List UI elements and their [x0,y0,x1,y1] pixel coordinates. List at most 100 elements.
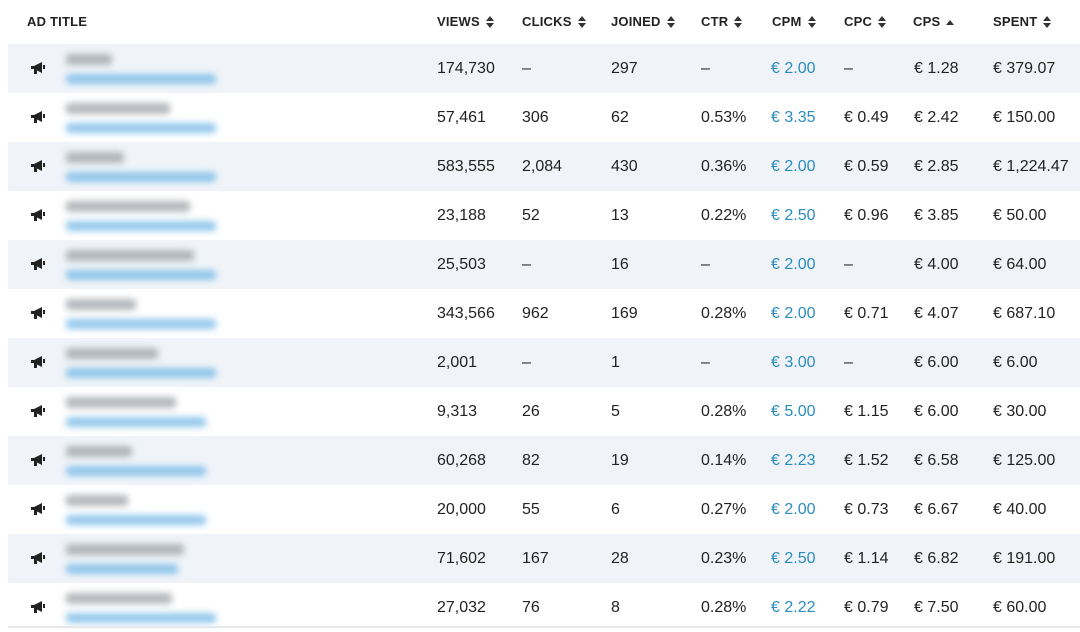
table-row[interactable]: 583,555 2,084 430 0.36% € 2.00 € 0.59 € 2.85 € … [8,142,1080,191]
cpc-cell: € 0.79 [844,599,889,616]
table-row[interactable]: 60,268 82 19 0.14% € 2.23 € 1.52 € 6.58 € 125.0… [8,436,1080,485]
sort-icon[interactable] [1043,15,1052,29]
table-row[interactable]: 57,461 306 62 0.53% € 3.35 € 0.49 € 2.42 € 150.… [8,93,1080,142]
cps-cell: € 6.67 [914,501,959,518]
clicks-cell: – [522,256,531,273]
ad-title-redacted[interactable] [58,194,250,238]
ad-title-redacted[interactable] [58,341,250,385]
cpc-cell: – [844,354,853,371]
table-row[interactable]: 23,188 52 13 0.22% € 2.50 € 0.96 € 3.85 € 50.00 [8,191,1080,240]
table-row[interactable]: 25,503 – 16 – € 2.00 – € 4.00 € 64.00 [8,240,1080,289]
ad-title-redacted[interactable] [58,243,250,287]
ad-title-blur [66,446,132,457]
ctr-cell: 0.28% [701,403,747,420]
sort-icon[interactable] [878,15,887,29]
megaphone-icon [31,552,45,564]
spent-cell: € 687.10 [993,305,1056,322]
views-cell: 27,032 [437,599,486,616]
joined-cell: 28 [611,550,629,567]
column-header-spent[interactable]: SPENT [993,0,1052,44]
ad-link-blur [66,417,206,427]
ad-title-redacted[interactable] [58,586,250,630]
sort-icon[interactable] [485,15,494,29]
ctr-cell: 0.36% [701,158,747,175]
sort-icon[interactable] [666,15,675,29]
ad-title-redacted[interactable] [58,488,250,532]
sort-ascending-icon[interactable] [946,15,955,29]
ad-title-redacted[interactable] [58,439,250,483]
ad-title-redacted[interactable] [58,292,250,336]
ad-link-blur [66,466,206,476]
megaphone-icon [31,405,45,417]
column-header-views[interactable]: VIEWS [437,0,494,44]
megaphone-icon [31,307,45,319]
megaphone-icon [31,454,45,466]
table-row[interactable]: 9,313 26 5 0.28% € 5.00 € 1.15 € 6.00 € 30.00 [8,387,1080,436]
views-cell: 343,566 [437,305,495,322]
ad-link-blur [66,319,216,329]
cpc-cell: € 1.52 [844,452,889,469]
column-header-joined[interactable]: JOINED [611,0,675,44]
column-label: JOINED [611,14,661,29]
cps-cell: € 4.00 [914,256,959,273]
column-header-ctr[interactable]: CTR [701,0,743,44]
views-cell: 25,503 [437,256,486,273]
clicks-cell: 167 [522,550,549,567]
joined-cell: 297 [611,60,638,77]
megaphone-icon [31,601,45,613]
column-label: CLICKS [522,14,572,29]
spent-cell: € 1,224.47 [993,158,1069,175]
ad-title-redacted[interactable] [58,47,250,91]
joined-cell: 430 [611,158,638,175]
spent-cell: € 150.00 [993,109,1056,126]
ad-title-redacted[interactable] [58,537,250,581]
clicks-cell: 306 [522,109,549,126]
column-label: AD TITLE [27,14,88,29]
ctr-cell: 0.14% [701,452,747,469]
table-row[interactable]: 343,566 962 169 0.28% € 2.00 € 0.71 € 4.07 € 68… [8,289,1080,338]
cps-cell: € 6.00 [914,403,959,420]
spent-cell: € 50.00 [993,207,1047,224]
views-cell: 23,188 [437,207,486,224]
column-header-clicks[interactable]: CLICKS [522,0,586,44]
ctr-cell: – [701,354,710,371]
table-row[interactable]: 20,000 55 6 0.27% € 2.00 € 0.73 € 6.67 € 40.00 [8,485,1080,534]
views-cell: 57,461 [437,109,486,126]
joined-cell: 16 [611,256,629,273]
table-row[interactable]: 71,602 167 28 0.23% € 2.50 € 1.14 € 6.82 € 191.… [8,534,1080,583]
ctr-cell: 0.27% [701,501,747,518]
clicks-cell: 962 [522,305,549,322]
ad-title-redacted[interactable] [58,96,250,140]
ad-title-redacted[interactable] [58,145,250,189]
table-row[interactable]: 27,032 76 8 0.28% € 2.22 € 0.79 € 7.50 € 60.00 [8,583,1080,632]
clicks-cell: – [522,354,531,371]
column-header-cps[interactable]: CPS [913,0,955,44]
joined-cell: 1 [611,354,620,371]
megaphone-icon [31,111,45,123]
spent-cell: € 64.00 [993,256,1047,273]
sort-icon[interactable] [807,15,816,29]
table-body: 174,730 – 297 – € 2.00 – € 1.28 € 379.07 57,461 3… [8,44,1080,632]
cpm-cell: € 5.00 [771,403,816,420]
sort-icon[interactable] [734,15,743,29]
sort-icon[interactable] [577,15,586,29]
cpc-cell: € 0.71 [844,305,889,322]
cpm-cell: € 2.50 [771,207,816,224]
table-row[interactable]: 2,001 – 1 – € 3.00 – € 6.00 € 6.00 [8,338,1080,387]
spent-cell: € 379.07 [993,60,1056,77]
megaphone-icon [31,258,45,270]
joined-cell: 169 [611,305,638,322]
column-header-cpm[interactable]: CPM [772,0,816,44]
views-cell: 583,555 [437,158,495,175]
cps-cell: € 7.50 [914,599,959,616]
ad-title-redacted[interactable] [58,390,250,434]
spent-cell: € 60.00 [993,599,1047,616]
ad-link-blur [66,564,178,574]
views-cell: 71,602 [437,550,486,567]
ad-title-blur [66,593,172,604]
table-row[interactable]: 174,730 – 297 – € 2.00 – € 1.28 € 379.07 [8,44,1080,93]
megaphone-icon [31,503,45,515]
cps-cell: € 3.85 [914,207,959,224]
ctr-cell: 0.28% [701,305,747,322]
column-header-cpc[interactable]: CPC [844,0,887,44]
